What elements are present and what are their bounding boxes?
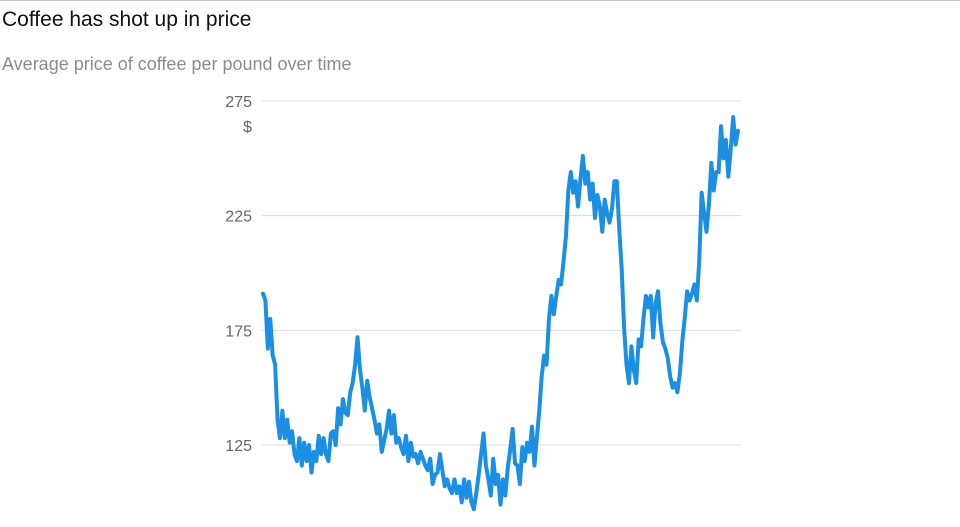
y-tick-label-175: 175 [225,323,252,340]
top-divider [0,0,960,1]
y-axis-ticks: 125 175 225 275 $ [225,94,252,455]
series-layer [261,115,740,512]
y-tick-label-125: 125 [225,438,252,455]
chart-title: Coffee has shot up in price [2,8,252,31]
y-unit-label: $ [243,119,252,136]
chart-subtitle: Average price of coffee per pound over t… [2,54,352,74]
grid-lines [262,100,741,446]
y-tick-label-275: 275 [225,94,252,111]
y-tick-label-225: 225 [225,209,252,226]
series-line-0 [261,115,740,512]
